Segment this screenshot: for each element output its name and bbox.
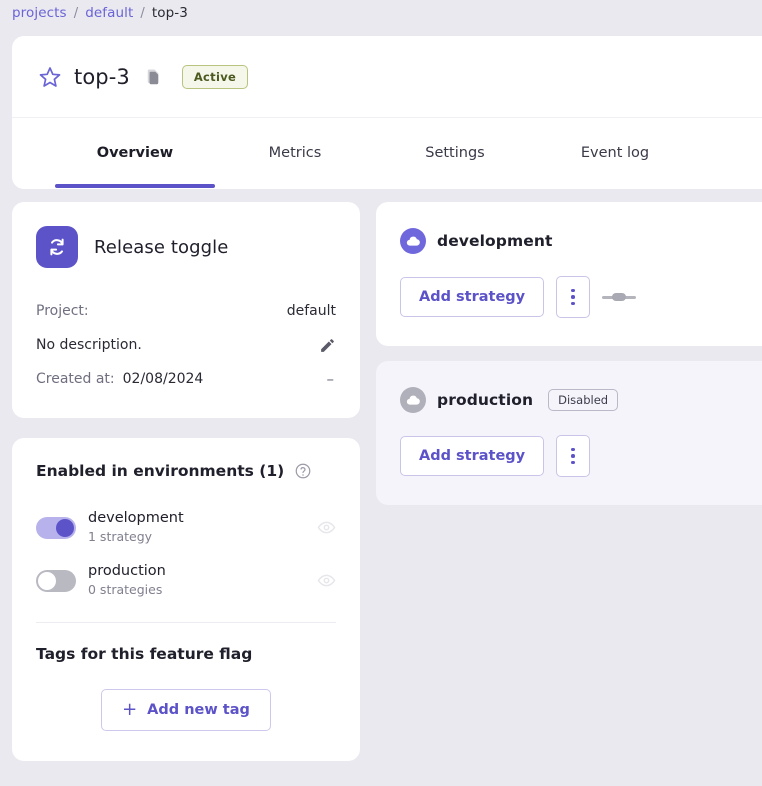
header-card: top-3 Active Overview Metrics Settings E… xyxy=(12,36,762,189)
environment-name: production xyxy=(88,563,166,579)
cloud-icon xyxy=(400,387,426,413)
strategy-card-production: production Disabled Add strategy xyxy=(376,361,762,505)
question-circle-icon[interactable] xyxy=(294,462,312,480)
enabled-environments-title: Enabled in environments (1) xyxy=(36,462,285,480)
environment-toggle-row: production 0 strategies xyxy=(36,555,336,608)
created-row: Created at: 02/08/2024 – xyxy=(36,362,336,396)
tab-bar: Overview Metrics Settings Event log xyxy=(12,118,762,188)
project-row: Project: default xyxy=(36,294,336,328)
tags-card: Tags for this feature flag + Add new tag xyxy=(12,623,360,761)
tab-metrics[interactable]: Metrics xyxy=(268,145,322,161)
project-value: default xyxy=(286,303,336,319)
more-vertical-icon[interactable] xyxy=(556,276,591,318)
copy-icon[interactable] xyxy=(144,68,162,86)
strategy-card-header: development xyxy=(400,228,750,254)
strategy-environment-name: development xyxy=(437,232,553,250)
tags-title: Tags for this feature flag xyxy=(36,645,253,663)
eye-icon[interactable] xyxy=(317,571,336,590)
add-strategy-button[interactable]: Add strategy xyxy=(400,277,545,317)
tab-event-log[interactable]: Event log xyxy=(580,145,650,161)
environment-switch-development[interactable] xyxy=(36,516,76,539)
eye-icon[interactable] xyxy=(317,518,336,537)
active-tab-indicator xyxy=(55,184,215,188)
flag-type-header: Release toggle xyxy=(36,226,336,268)
created-label: Created at: xyxy=(36,371,115,387)
header-title-row: top-3 Active xyxy=(12,36,762,118)
flag-type-name: Release toggle xyxy=(94,236,229,258)
environment-switch-production[interactable] xyxy=(36,569,76,592)
strategy-card-development: development Add strategy xyxy=(376,202,762,346)
cloud-icon xyxy=(400,228,426,254)
breadcrumb-default[interactable]: default xyxy=(85,5,134,21)
enabled-environments-card: Enabled in environments (1) development … xyxy=(12,438,360,623)
star-outline-icon[interactable] xyxy=(38,65,62,89)
pencil-icon[interactable] xyxy=(319,337,336,354)
tab-overview[interactable]: Overview xyxy=(96,145,174,161)
created-value: 02/08/2024 xyxy=(122,371,204,387)
breadcrumb-separator: / xyxy=(140,5,145,21)
strategy-card-actions: Add strategy xyxy=(400,276,750,318)
breadcrumb-projects[interactable]: projects xyxy=(12,5,67,21)
project-label: Project: xyxy=(36,303,89,319)
breadcrumb-current: top-3 xyxy=(151,5,188,21)
add-new-tag-label: Add new tag xyxy=(147,702,250,718)
disabled-badge: Disabled xyxy=(548,389,619,411)
add-strategy-button[interactable]: Add strategy xyxy=(400,436,545,476)
strategy-card-header: production Disabled xyxy=(400,387,750,413)
tab-settings[interactable]: Settings xyxy=(425,145,485,161)
description-row: No description. xyxy=(36,328,336,362)
strategy-card-actions: Add strategy xyxy=(400,435,750,477)
drag-handle-icon[interactable] xyxy=(602,292,637,302)
environment-strategy-count: 1 strategy xyxy=(88,529,153,544)
strategy-environment-name: production xyxy=(437,391,534,409)
status-badge: Active xyxy=(181,64,249,89)
environment-toggle-row: development 1 strategy xyxy=(36,502,336,555)
created-action[interactable]: – xyxy=(326,370,335,388)
plus-icon: + xyxy=(122,699,138,720)
add-new-tag-button[interactable]: + Add new tag xyxy=(101,689,271,731)
left-column: Release toggle Project: default No descr… xyxy=(12,202,360,761)
breadcrumb-separator: / xyxy=(73,5,79,21)
page-title: top-3 xyxy=(74,64,130,89)
environment-name: development xyxy=(88,510,184,526)
breadcrumb: projects / default / top-3 xyxy=(12,3,188,23)
description-text: No description. xyxy=(36,337,142,353)
environment-strategy-count: 0 strategies xyxy=(88,582,163,597)
release-toggle-icon xyxy=(36,226,78,268)
divider xyxy=(36,622,336,623)
flag-type-card: Release toggle Project: default No descr… xyxy=(12,202,360,418)
right-column: development Add strategy productio xyxy=(376,202,762,520)
more-vertical-icon[interactable] xyxy=(556,435,591,477)
enabled-environments-header: Enabled in environments (1) xyxy=(36,462,336,480)
